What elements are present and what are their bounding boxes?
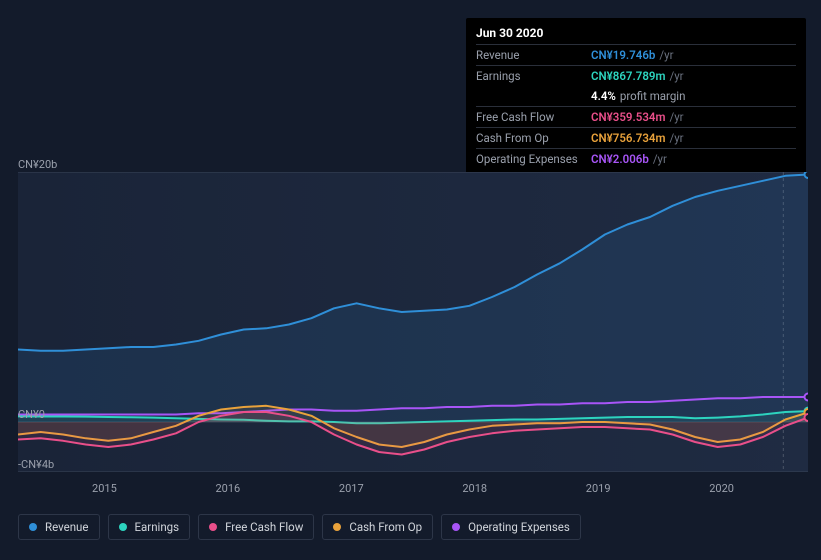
chart-plot-area <box>18 172 808 472</box>
legend-item-operating-expenses[interactable]: Operating Expenses <box>441 514 581 540</box>
legend-label: Operating Expenses <box>468 520 570 534</box>
legend-label: Revenue <box>45 520 89 534</box>
legend-label: Earnings <box>135 520 180 534</box>
x-axis-label: 2015 <box>92 482 117 495</box>
tooltip-row-value: CN¥867.789m <box>591 69 665 83</box>
x-axis-label: 2016 <box>215 482 240 495</box>
legend-dot-icon <box>119 523 127 531</box>
tooltip-row-label: Earnings <box>476 69 591 83</box>
y-axis-label: -CN¥4b <box>18 458 54 471</box>
legend-item-cash-from-op[interactable]: Cash From Op <box>322 514 433 540</box>
x-axis-label: 2017 <box>339 482 364 495</box>
legend-label: Free Cash Flow <box>225 520 303 534</box>
x-axis-label: 2018 <box>462 482 487 495</box>
tooltip-row-suffix: /yr <box>669 110 683 124</box>
tooltip-row-label <box>476 89 591 103</box>
data-tooltip: Jun 30 2020 RevenueCN¥19.746b/yrEarnings… <box>466 18 806 175</box>
tooltip-row: Free Cash FlowCN¥359.534m/yr <box>476 106 796 127</box>
tooltip-row: Cash From OpCN¥756.734m/yr <box>476 127 796 148</box>
tooltip-row-value: 4.4% <box>591 89 616 103</box>
legend-label: Cash From Op <box>349 520 422 534</box>
tooltip-row: EarningsCN¥867.789m/yr <box>476 65 796 86</box>
tooltip-row-suffix: profit margin <box>620 89 686 103</box>
tooltip-row: 4.4% profit margin <box>476 86 796 106</box>
tooltip-row-value: CN¥756.734m <box>591 131 665 145</box>
legend-item-revenue[interactable]: Revenue <box>18 514 100 540</box>
x-axis-label: 2019 <box>586 482 611 495</box>
tooltip-row-label: Cash From Op <box>476 131 591 145</box>
tooltip-row: RevenueCN¥19.746b/yr <box>476 44 796 65</box>
legend-item-free-cash-flow[interactable]: Free Cash Flow <box>198 514 314 540</box>
legend-dot-icon <box>209 523 217 531</box>
chart-legend: Revenue Earnings Free Cash Flow Cash From O… <box>18 514 581 540</box>
legend-item-earnings[interactable]: Earnings <box>108 514 191 540</box>
financial-chart[interactable]: CN¥20b CN¥0 -CN¥4b 2015 2016 2017 2018 2019 202… <box>18 160 808 495</box>
tooltip-row-suffix: /yr <box>659 48 673 62</box>
tooltip-row-value: CN¥359.534m <box>591 110 665 124</box>
y-axis-label: CN¥20b <box>18 158 57 171</box>
tooltip-row-label: Revenue <box>476 48 591 62</box>
y-axis-label: CN¥0 <box>18 408 45 421</box>
tooltip-row-value: CN¥19.746b <box>591 48 655 62</box>
tooltip-date: Jun 30 2020 <box>476 26 796 40</box>
x-axis-label: 2020 <box>709 482 734 495</box>
legend-dot-icon <box>452 523 460 531</box>
legend-dot-icon <box>333 523 341 531</box>
tooltip-row-suffix: /yr <box>669 131 683 145</box>
legend-dot-icon <box>29 523 37 531</box>
tooltip-row-suffix: /yr <box>669 69 683 83</box>
tooltip-row-label: Free Cash Flow <box>476 110 591 124</box>
